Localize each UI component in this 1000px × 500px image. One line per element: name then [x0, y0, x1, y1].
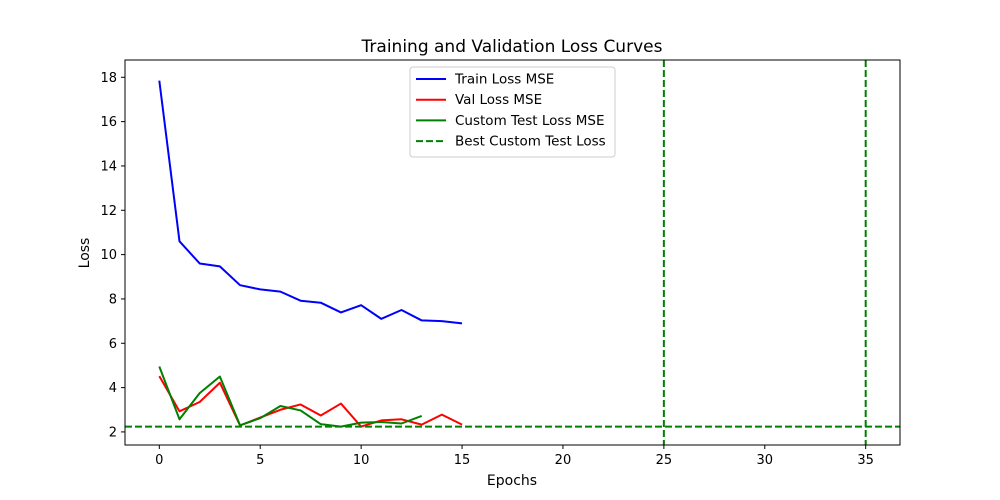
val-loss-mse-line [158, 375, 463, 428]
legend-label: Custom Test Loss MSE [455, 113, 605, 129]
y-tick-label: 14 [100, 159, 117, 174]
x-tick-label: 15 [454, 453, 471, 468]
legend-label: Val Loss MSE [455, 92, 542, 108]
legend-label: Train Loss MSE [454, 72, 554, 88]
y-tick-label: 2 [109, 425, 117, 440]
y-tick-label: 16 [100, 115, 117, 130]
custom-test-loss-mse-line [158, 366, 423, 428]
plot-clip-group [125, 60, 900, 445]
legend-label: Best Custom Test Loss [455, 134, 606, 150]
x-tick-label: 0 [155, 453, 163, 468]
x-tick-label: 25 [656, 453, 673, 468]
y-tick-label: 6 [109, 337, 117, 352]
y-tick-label: 10 [100, 248, 117, 263]
x-axis-label: Epochs [487, 473, 537, 489]
y-tick-label: 12 [100, 204, 117, 219]
train-loss-mse-line [158, 80, 463, 325]
y-axis-label: Loss [77, 238, 93, 269]
chart-title: Training and Validation Loss Curves [361, 37, 663, 57]
x-tick-label: 5 [256, 453, 264, 468]
plot-frame [124, 59, 901, 446]
y-tick-label: 18 [100, 71, 117, 86]
x-tick-label: 10 [353, 453, 370, 468]
legend-box [409, 66, 616, 158]
y-tick-label: 8 [109, 292, 117, 307]
x-tick-label: 20 [555, 453, 572, 468]
plot-area [125, 60, 900, 445]
x-tick-label: 30 [757, 453, 774, 468]
axes: 0 5 10 15 20 25 30 35 2 4 6 8 10 12 14 16 18 [100, 59, 901, 468]
legend: Train Loss MSE Val Loss MSE Custom Test Lo… [409, 66, 616, 158]
y-tick-label: 4 [109, 381, 117, 396]
x-tick-label: 35 [857, 453, 874, 468]
